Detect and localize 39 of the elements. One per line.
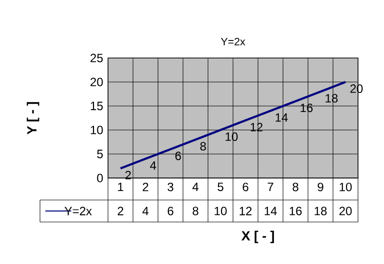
chart-title: Y=2x <box>220 38 246 46</box>
text: 4 <box>142 206 148 216</box>
data-label: 10 <box>226 132 238 141</box>
x-tick-label: 9 <box>318 182 324 192</box>
y-tick-label: 5 <box>97 150 103 158</box>
text: 10 <box>214 206 227 216</box>
text: Y=2x <box>64 206 92 216</box>
data-label: 16 <box>300 104 313 112</box>
y-tick-label: 25 <box>90 54 103 62</box>
x-tick-label: 6 <box>242 182 248 192</box>
x-tick-label: 1 <box>118 182 124 191</box>
data-label: 18 <box>326 94 338 103</box>
data-label: 6 <box>175 152 181 160</box>
x-axis-title: X [ - ] <box>241 230 274 244</box>
y-tick-label: 0 <box>97 174 103 182</box>
x-tick-label: 5 <box>218 182 224 192</box>
text: 14 <box>264 206 277 216</box>
y-tick-label: 15 <box>90 102 103 110</box>
x-tick-label: 10 <box>340 182 352 192</box>
data-label: 2 <box>125 170 131 180</box>
text: 2 <box>118 206 124 216</box>
text: 12 <box>240 206 252 216</box>
text: 20 <box>339 206 352 216</box>
x-tick-label: 2 <box>142 182 148 192</box>
y-tick-label: 10 <box>90 126 103 134</box>
y-axis-title: Y [ - ] <box>26 102 40 134</box>
text: 18 <box>314 206 327 216</box>
data-label: 8 <box>200 142 206 151</box>
data-label: 14 <box>276 113 288 122</box>
y-tick-label: 20 <box>90 78 103 86</box>
text: 8 <box>192 206 198 216</box>
text: 16 <box>290 206 302 216</box>
x-tick-label: 3 <box>168 182 174 192</box>
x-tick-label: 4 <box>192 182 198 191</box>
data-label: 4 <box>150 161 156 170</box>
x-tick-label: 8 <box>292 182 298 192</box>
x-tick-label: 7 <box>268 182 274 191</box>
data-label: 12 <box>250 122 263 132</box>
text: 6 <box>168 206 174 216</box>
